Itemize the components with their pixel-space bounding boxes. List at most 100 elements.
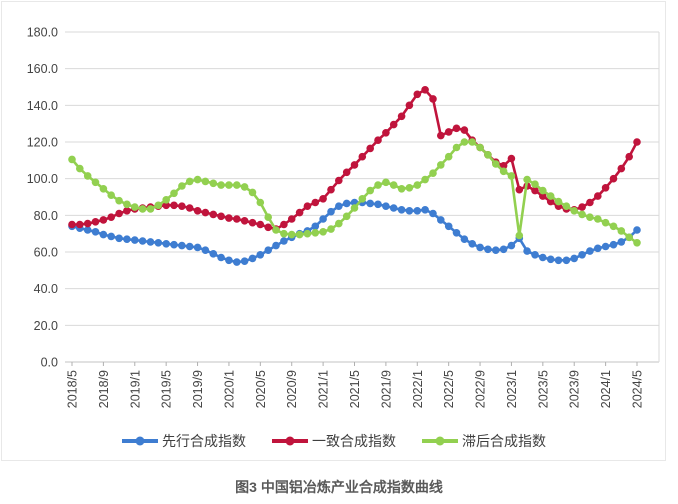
data-point-marker xyxy=(240,217,249,225)
data-point-marker xyxy=(225,181,233,189)
data-point-marker xyxy=(594,192,602,200)
data-point-marker xyxy=(586,213,594,221)
x-tick-label: 2021/1 xyxy=(317,370,331,408)
data-point-marker xyxy=(201,177,210,186)
x-tick-label: 2020/5 xyxy=(254,370,268,408)
y-tick-label: 100.0 xyxy=(27,172,58,186)
data-point-marker xyxy=(264,246,273,254)
data-point-marker xyxy=(350,204,359,212)
data-point-marker xyxy=(83,226,92,234)
data-point-marker xyxy=(162,201,170,210)
data-point-marker xyxy=(76,164,84,173)
data-point-marker xyxy=(107,191,115,199)
legend-item-lagging-index: 滞后合成指数 xyxy=(422,433,546,449)
data-point-marker xyxy=(437,131,445,140)
data-point-marker xyxy=(601,218,610,227)
data-point-marker xyxy=(287,230,296,239)
data-point-marker xyxy=(578,203,586,211)
data-point-marker xyxy=(366,199,375,208)
data-point-marker xyxy=(170,189,178,198)
x-tick-label: 2023/9 xyxy=(568,370,582,408)
data-point-marker xyxy=(468,240,477,248)
data-point-marker xyxy=(523,247,531,255)
data-point-marker xyxy=(201,246,210,254)
data-point-marker xyxy=(507,241,516,250)
legend-marker-dot xyxy=(135,436,145,446)
data-point-marker xyxy=(248,188,257,197)
data-point-marker xyxy=(335,202,343,210)
figure-caption: 图3 中国铝冶炼产业合成指数曲线 xyxy=(235,479,443,495)
data-point-marker xyxy=(240,257,249,266)
data-point-marker xyxy=(233,215,241,223)
data-point-marker xyxy=(240,183,249,191)
x-tick-label: 2022/1 xyxy=(411,370,425,408)
data-point-marker xyxy=(123,207,131,215)
data-point-marker xyxy=(594,215,602,223)
data-point-marker xyxy=(531,186,539,195)
data-point-marker xyxy=(154,201,163,210)
data-point-marker xyxy=(539,192,547,200)
data-point-marker xyxy=(570,207,578,215)
data-point-marker xyxy=(209,210,218,219)
data-point-marker xyxy=(594,244,602,253)
data-point-marker xyxy=(146,238,155,246)
data-point-marker xyxy=(91,178,100,187)
data-point-marker xyxy=(68,155,76,164)
data-point-marker xyxy=(233,258,241,266)
data-point-marker xyxy=(327,185,335,194)
data-point-marker xyxy=(99,185,108,193)
data-point-marker xyxy=(201,208,210,217)
data-point-marker xyxy=(366,144,375,153)
x-tick-label: 2024/5 xyxy=(631,370,645,408)
data-point-marker xyxy=(452,143,461,152)
data-point-marker xyxy=(358,152,367,161)
data-point-marker xyxy=(515,185,524,194)
data-point-marker xyxy=(382,202,390,210)
data-point-marker xyxy=(146,205,155,213)
data-point-marker xyxy=(178,202,186,210)
data-point-marker xyxy=(389,181,398,189)
data-point-marker xyxy=(264,223,273,232)
data-point-marker xyxy=(272,226,280,234)
data-point-marker xyxy=(444,128,453,136)
data-point-marker xyxy=(444,152,453,161)
x-tick-label: 2022/5 xyxy=(442,370,456,408)
legend-marker-dot xyxy=(285,436,295,446)
data-point-marker xyxy=(374,181,382,189)
data-point-marker xyxy=(570,254,578,263)
data-point-marker xyxy=(280,220,288,229)
data-point-marker xyxy=(586,198,594,207)
data-point-marker xyxy=(601,242,610,251)
data-point-marker xyxy=(209,179,218,188)
x-tick-label: 2018/5 xyxy=(66,370,80,408)
data-point-marker xyxy=(421,86,429,94)
data-point-marker xyxy=(452,229,461,237)
x-tick-label: 2022/9 xyxy=(474,370,488,408)
data-point-marker xyxy=(609,174,618,183)
data-point-marker xyxy=(452,124,461,133)
data-point-marker xyxy=(287,215,296,223)
data-point-marker xyxy=(484,151,492,159)
data-point-marker xyxy=(389,120,398,129)
data-point-marker xyxy=(131,236,139,244)
data-point-marker xyxy=(115,196,123,205)
data-point-marker xyxy=(335,219,343,228)
data-point-marker xyxy=(193,207,202,215)
data-point-marker xyxy=(515,231,524,240)
data-point-marker xyxy=(115,209,123,218)
y-tick-label: 160.0 xyxy=(27,62,58,76)
data-point-marker xyxy=(397,112,406,121)
y-tick-label: 20.0 xyxy=(34,319,58,333)
data-point-marker xyxy=(546,192,555,200)
data-point-marker xyxy=(68,220,76,229)
data-point-marker xyxy=(617,227,626,235)
data-point-marker xyxy=(413,90,422,99)
data-point-marker xyxy=(272,241,280,250)
legend-label: 先行合成指数 xyxy=(162,433,246,449)
data-point-marker xyxy=(91,218,100,226)
x-tick-label: 2020/1 xyxy=(222,370,236,408)
data-point-marker xyxy=(256,251,265,259)
data-point-marker xyxy=(523,175,531,184)
data-point-marker xyxy=(303,229,312,238)
data-point-marker xyxy=(154,239,163,247)
